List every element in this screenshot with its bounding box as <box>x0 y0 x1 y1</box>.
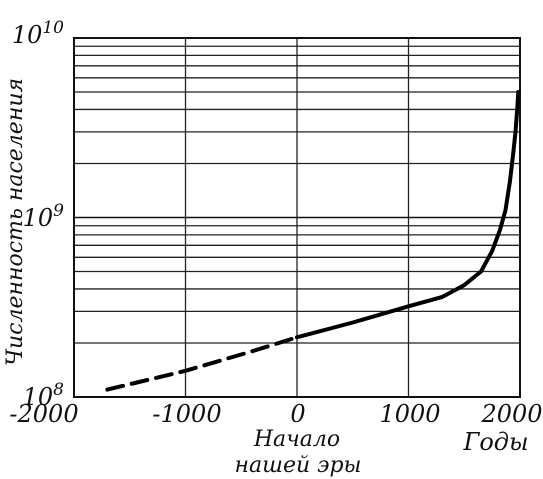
y-tick-base: 10 <box>23 383 54 411</box>
x-tick-label: -2000 <box>9 400 78 428</box>
x-tick-label: 1000 <box>379 400 440 428</box>
x-axis-label: Годы <box>462 428 528 456</box>
series-line-dashed <box>105 335 299 392</box>
chart-grid <box>74 38 520 397</box>
x-tick-label: -1000 <box>152 400 221 428</box>
y-tick-label-10e8: 108 <box>23 380 65 411</box>
y-tick-base: 10 <box>12 21 43 49</box>
x-tick-label: 0 <box>290 400 305 428</box>
series-line-solid <box>295 90 521 340</box>
y-axis-label: Численность населения <box>3 78 28 366</box>
y-tick-label-10e9: 109 <box>23 201 65 232</box>
plot-frame <box>73 37 521 398</box>
y-tick-exponent: 8 <box>53 380 64 400</box>
y-tick-base: 10 <box>23 204 54 232</box>
x-origin-note-line1: Начало <box>253 427 340 452</box>
y-tick-label-10e10: 1010 <box>12 18 64 49</box>
chart-marks <box>105 90 521 392</box>
y-tick-exponent: 9 <box>53 201 64 221</box>
x-origin-note-line2: нашей эры <box>235 453 362 478</box>
x-tick-label: 2000 <box>480 400 542 428</box>
y-tick-exponent: 10 <box>42 18 64 38</box>
